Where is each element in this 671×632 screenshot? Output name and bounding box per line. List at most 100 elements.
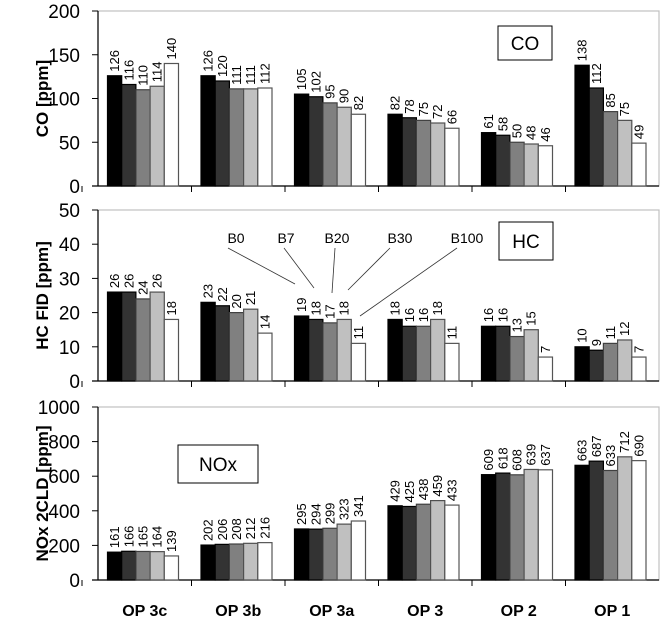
- data-label: 23: [201, 284, 216, 298]
- legend-label-b0: B0: [227, 230, 244, 246]
- data-label: 618: [495, 447, 510, 469]
- data-label: 111: [229, 65, 244, 85]
- bar-b20: [135, 298, 151, 382]
- data-label: 139: [164, 530, 179, 552]
- bar-b100: [631, 142, 647, 187]
- data-label: 48: [524, 126, 539, 140]
- bar-b7: [588, 460, 605, 581]
- data-label: 608: [510, 449, 525, 471]
- data-label: 11: [351, 326, 366, 340]
- legend-label-b30: B30: [388, 230, 413, 246]
- bar-b0: [106, 75, 123, 187]
- bar-b30: [616, 119, 633, 187]
- bar-b7: [121, 291, 137, 382]
- data-label: 90: [337, 89, 352, 103]
- data-label: 140: [164, 38, 179, 60]
- bar-b7: [308, 96, 324, 187]
- bar-b30: [149, 291, 165, 382]
- data-label: 12: [617, 321, 632, 335]
- data-label: 294: [308, 503, 323, 525]
- bar-b30: [523, 329, 539, 382]
- data-label: 18: [430, 301, 445, 315]
- data-label: 341: [351, 495, 366, 517]
- data-label: 438: [416, 479, 431, 501]
- data-label: 114: [150, 62, 165, 83]
- bar-b30: [243, 308, 259, 382]
- data-label: 111: [243, 65, 258, 85]
- bar-b20: [509, 335, 525, 382]
- bar-b7: [308, 318, 324, 382]
- bar-b100: [257, 332, 273, 382]
- y-tick-label: 40: [59, 235, 80, 256]
- data-label: 459: [430, 475, 445, 497]
- bar-b30: [243, 88, 259, 187]
- bar-b100: [537, 469, 554, 581]
- bar-b30: [616, 456, 633, 581]
- panel-tag: CO: [511, 34, 540, 55]
- bar-b20: [602, 469, 619, 581]
- panel-tag: NOx: [199, 455, 238, 476]
- data-label: 95: [323, 84, 338, 98]
- data-label: 85: [603, 93, 618, 107]
- y-axis-label: HC FID [ppm]: [33, 241, 52, 350]
- bar-b0: [293, 93, 310, 187]
- data-label: 165: [136, 526, 151, 548]
- bar-b30: [149, 551, 165, 581]
- bar-b30: [149, 85, 165, 187]
- data-label: 21: [243, 291, 258, 305]
- data-label: 105: [294, 68, 309, 90]
- data-label: 7: [631, 346, 646, 353]
- bar-b20: [322, 102, 338, 187]
- panel-tag-box: [177, 444, 259, 484]
- bar-b100: [537, 145, 554, 187]
- data-label: 212: [243, 518, 258, 540]
- data-label: 687: [589, 435, 604, 457]
- panel-tag-box: [498, 221, 554, 261]
- bar-b100: [257, 542, 273, 581]
- bar-b20: [322, 322, 338, 382]
- y-tick-label: 100: [48, 90, 80, 111]
- bar-b100: [444, 342, 460, 382]
- y-tick-label: 20: [59, 304, 80, 325]
- panel-nox: 0 200 400 600 800 1000 NOx 2CLD [ppm] 161 202 295…: [33, 398, 660, 592]
- data-label: 82: [388, 96, 403, 110]
- x-category-label: OP 1: [594, 603, 630, 620]
- data-label: 663: [575, 440, 590, 462]
- data-label: 112: [589, 63, 604, 84]
- data-label: 138: [575, 40, 590, 62]
- data-label: 10: [575, 328, 590, 342]
- data-label: 639: [524, 444, 539, 466]
- data-label: 72: [430, 105, 445, 119]
- bar-b20: [228, 312, 245, 382]
- data-label: 126: [201, 50, 216, 72]
- bar-b7: [121, 83, 137, 187]
- data-label: 102: [308, 71, 323, 93]
- y-axis-label: CO [ppm]: [33, 60, 52, 137]
- bar-b100: [631, 460, 647, 581]
- legend-leader-line: [331, 247, 336, 294]
- data-label: 690: [631, 435, 646, 457]
- panel-tag: HC: [512, 232, 539, 253]
- data-label: 206: [215, 519, 230, 541]
- data-label: 11: [603, 326, 618, 340]
- data-label: 82: [351, 96, 366, 110]
- data-label: 126: [107, 50, 122, 72]
- bar-b20: [322, 527, 338, 581]
- bar-b30: [430, 318, 446, 382]
- data-label: 633: [603, 445, 618, 467]
- bar-b0: [387, 505, 403, 581]
- bar-b100: [444, 127, 460, 187]
- y-tick-label: 30: [59, 269, 80, 290]
- data-label: 17: [323, 304, 338, 318]
- data-label: 323: [337, 498, 352, 520]
- data-label: 26: [107, 274, 122, 288]
- bar-b7: [495, 472, 511, 581]
- bar-b20: [415, 325, 432, 382]
- y-tick-label: 400: [48, 502, 80, 523]
- y-tick-label: 200: [48, 2, 80, 23]
- bar-b20: [602, 342, 619, 382]
- data-label: 50: [510, 124, 525, 138]
